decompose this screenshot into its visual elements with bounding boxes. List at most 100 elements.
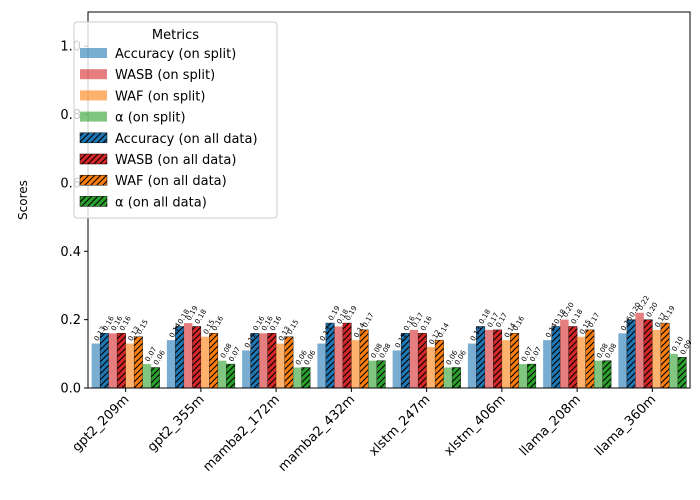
legend-label-4: Accuracy (on all data)	[115, 132, 258, 147]
legend-swatch-hatch-7	[80, 196, 107, 207]
bar-mamba2_172m-series-3	[293, 367, 302, 388]
legend-box	[73, 21, 278, 219]
bar-hatch-mamba2_432m-series-6	[359, 329, 369, 388]
bar-gpt2_355m-series-2	[200, 336, 210, 388]
legend-label-0: Accuracy (on split)	[115, 47, 236, 62]
data-label-mamba2_432m-series-5: 0.19	[344, 305, 359, 323]
legend-label-3: α (on split)	[115, 111, 186, 126]
data-label-xlstm_406m-series-6: 0.16	[511, 314, 526, 332]
bar-llama_208m-series-0	[543, 340, 552, 388]
bar-llama_360m-series-2	[652, 329, 661, 388]
bar-hatch-xlstm_247m-series-6	[435, 340, 444, 388]
legend-swatch-hatch-6	[80, 175, 107, 186]
legend-label-2: WAF (on split)	[115, 89, 205, 104]
legend-swatch-1	[80, 69, 107, 80]
bar-xlstm_406m-series-1	[484, 329, 494, 388]
x-tick-label-llama_208m: llama_208m	[517, 392, 584, 459]
bar-llama_360m-series-1	[635, 312, 644, 388]
bar-hatch-mamba2_432m-series-4	[325, 323, 335, 388]
bar-xlstm_247m-series-2	[426, 346, 436, 388]
data-label-llama_360m-series-6: 0.19	[662, 305, 677, 323]
bar-gpt2_355m-series-1	[183, 323, 193, 388]
bar-gpt2_209m-series-1	[108, 333, 118, 388]
legend-title: Metrics	[152, 28, 199, 43]
x-axis: gpt2_209m gpt2_355mmamba2_172mmamba2_432m…	[70, 388, 659, 475]
bar-hatch-mamba2_172m-series-6	[284, 336, 294, 388]
legend: Metrics Accuracy (on split) WASB (on split…	[73, 21, 278, 219]
bar-hatch-mamba2_172m-series-5	[267, 333, 277, 388]
x-tick-label-xlstm_406m: xlstm_406m	[442, 392, 509, 459]
legend-swatch-2	[80, 90, 107, 101]
legend-label-7: α (on all data)	[115, 195, 207, 210]
bar-gpt2_355m-series-0	[166, 340, 176, 388]
bar-hatch-xlstm_406m-series-7	[527, 364, 536, 388]
data-label-mamba2_432m-series-6: 0.17	[361, 311, 376, 329]
bar-hatch-xlstm_247m-series-4	[401, 333, 410, 388]
bar-mamba2_172m-series-1	[259, 333, 268, 388]
y-tick-label-0.4: 0.4	[60, 245, 81, 260]
legend-swatch-hatch-4	[80, 132, 107, 143]
data-label-xlstm_247m-series-6: 0.14	[436, 321, 451, 339]
bar-xlstm_406m-series-0	[467, 343, 477, 388]
bar-hatch-mamba2_432m-series-5	[342, 323, 352, 388]
bar-hatch-xlstm_247m-series-5	[418, 333, 427, 388]
y-axis-title: Scores	[16, 180, 30, 220]
legend-swatch-3	[80, 111, 107, 122]
bar-xlstm_247m-series-1	[409, 329, 419, 388]
bar-gpt2_209m-series-0	[91, 343, 101, 388]
legend-label-6: WAF (on all data)	[115, 174, 227, 189]
bar-llama_360m-series-0	[618, 333, 627, 388]
x-tick-label-gpt2_209m: gpt2_209m	[70, 392, 133, 455]
bar-llama_208m-series-2	[577, 336, 586, 388]
bar-hatch-gpt2_355m-series-7	[226, 364, 235, 388]
bar-hatch-xlstm_406m-series-6	[510, 333, 519, 388]
data-label-gpt2_209m-series-6: 0.15	[135, 318, 150, 336]
x-tick-label-llama_360m: llama_360m	[592, 392, 659, 459]
bar-hatch-llama_360m-series-6	[660, 323, 670, 388]
bar-hatch-gpt2_209m-series-7	[151, 367, 160, 388]
bar-mamba2_432m-series-3	[368, 360, 377, 388]
bar-hatch-llama_208m-series-6	[585, 329, 595, 388]
bar-hatch-llama_208m-series-4	[551, 326, 561, 388]
bar-llama_208m-series-1	[560, 319, 569, 388]
data-label-gpt2_355m-series-6: 0.16	[210, 314, 225, 332]
bar-mamba2_432m-series-2	[351, 340, 360, 388]
data-label-mamba2_172m-series-6: 0.15	[286, 318, 301, 336]
bar-hatch-llama_360m-series-4	[626, 319, 636, 388]
legend-label-5: WASB (on all data)	[115, 153, 236, 168]
x-tick-label-xlstm_247m: xlstm_247m	[366, 392, 433, 459]
bar-hatch-xlstm_406m-series-4	[476, 326, 485, 388]
bar-hatch-gpt2_209m-series-5	[117, 333, 126, 388]
bar-hatch-xlstm_247m-series-7	[452, 367, 461, 388]
bar-hatch-mamba2_172m-series-7	[301, 367, 311, 388]
bar-hatch-mamba2_172m-series-4	[250, 333, 260, 388]
x-tick-label-gpt2_355m: gpt2_355m	[145, 392, 208, 455]
y-tick-label-0.0: 0.0	[60, 382, 81, 397]
bar-hatch-llama_360m-series-7	[677, 357, 687, 388]
bar-hatch-mamba2_432m-series-7	[376, 360, 386, 388]
bar-hatch-llama_208m-series-7	[602, 360, 612, 388]
x-tick-label-mamba2_432m: mamba2_432m	[276, 392, 359, 475]
bar-hatch-llama_208m-series-5	[568, 326, 578, 388]
legend-swatch-0	[80, 48, 107, 58]
bar-hatch-llama_360m-series-5	[643, 319, 653, 388]
bar-xlstm_406m-series-2	[501, 340, 511, 388]
bar-mamba2_432m-series-1	[334, 326, 343, 388]
bar-mamba2_172m-series-2	[276, 343, 285, 388]
y-tick-label-0.2: 0.2	[60, 313, 81, 328]
bar-llama_360m-series-3	[669, 353, 678, 388]
bar-gpt2_355m-series-3	[217, 360, 227, 388]
legend-swatch-hatch-5	[80, 154, 107, 164]
data-label-llama_208m-series-6: 0.17	[587, 311, 602, 329]
bar-hatch-gpt2_209m-series-4	[100, 333, 109, 388]
bar-hatch-gpt2_355m-series-5	[192, 326, 201, 388]
bar-xlstm_406m-series-3	[518, 364, 528, 388]
bar-mamba2_172m-series-0	[242, 350, 251, 388]
bar-hatch-gpt2_209m-series-6	[134, 336, 143, 388]
bar-mamba2_432m-series-0	[317, 343, 326, 388]
bar-gpt2_209m-series-3	[142, 364, 152, 388]
bar-hatch-gpt2_355m-series-4	[175, 326, 184, 388]
bar-llama_208m-series-3	[594, 360, 603, 388]
